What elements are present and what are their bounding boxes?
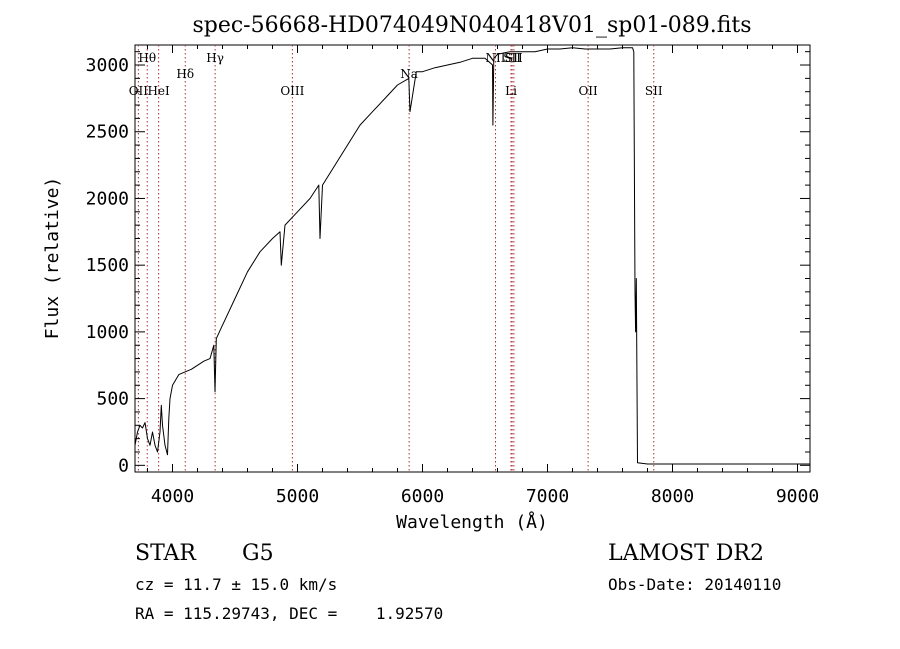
reference-line-label: Li [505,84,517,98]
reference-line-label: SII [503,51,521,65]
chart-title: spec-56668-HD074049N040418V01_sp01-089.f… [192,13,751,38]
y-tick-label: 3000 [86,55,129,76]
y-tick-label: 1500 [86,255,129,276]
x-axis-label: Wavelength (Å) [396,511,548,533]
y-tick-label: 2000 [86,188,129,209]
y-axis-label: Flux (relative) [42,177,63,340]
reference-line-label: NII [486,51,506,65]
spectrum-line [134,47,810,465]
reference-line-label: OIII [280,84,304,98]
reference-line-label: HeI [147,84,170,98]
x-tick-label: 8000 [651,486,694,507]
survey-name: LAMOST DR2 [608,541,764,566]
reference-line-label: SII [505,51,523,65]
x-tick-label: 6000 [401,486,444,507]
observation-date: Obs-Date: 20140110 [608,575,781,594]
reference-line-label: SII [645,84,663,98]
y-tick-label: 500 [96,389,129,410]
reference-line-label: Hθ [138,51,156,65]
y-tick-label: 2500 [86,122,129,143]
plot-frame [134,44,811,473]
reference-lines [137,45,655,472]
y-tick-label: 0 [118,455,129,476]
reference-line-label: Hδ [176,67,194,81]
x-tick-label: 7000 [526,486,569,507]
y-axis-ticks: 0 500 1000 1500 2000 2500 3000 [86,51,810,476]
x-tick-label: 9000 [776,486,819,507]
redshift-info: cz = 11.7 ± 15.0 km/s [135,575,337,594]
reference-line-label: OII [578,84,598,98]
reference-line-label: OII [129,84,149,98]
object-subclass: G5 [242,541,274,566]
coordinates: RA = 115.29743, DEC = 1.92570 [135,604,443,623]
reference-line-label: Na [400,67,418,81]
reference-line-label: Hγ [206,51,224,65]
y-tick-label: 1000 [86,322,129,343]
object-class: STAR [135,541,197,566]
x-tick-label: 5000 [276,486,319,507]
x-tick-label: 4000 [151,486,194,507]
x-axis-ticks: 4000 5000 6000 7000 8000 9000 [147,45,819,507]
